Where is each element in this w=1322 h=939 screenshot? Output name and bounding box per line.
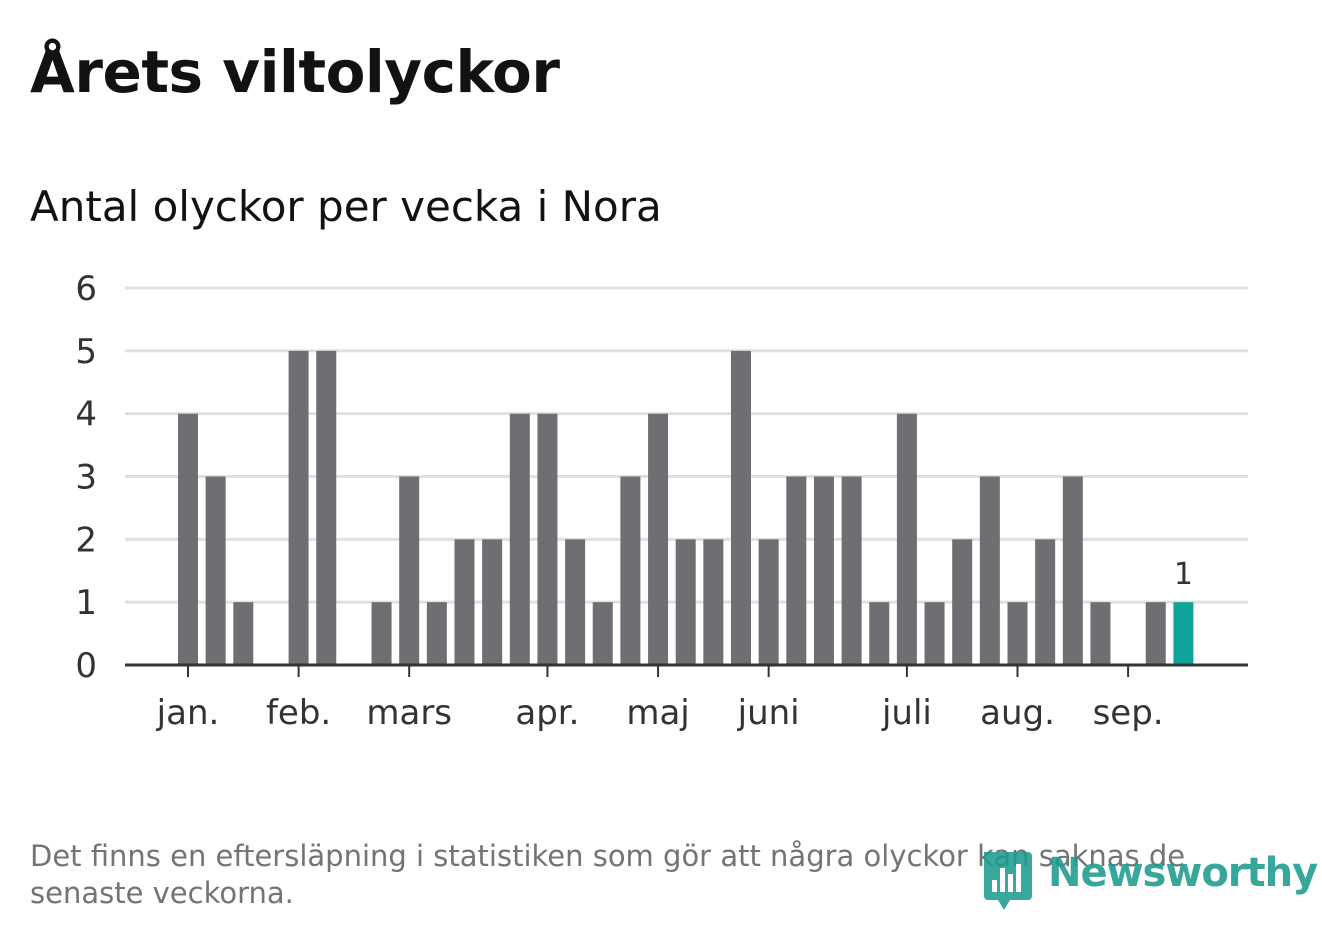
x-tick-label: feb.	[266, 693, 331, 733]
bar	[592, 602, 613, 665]
annotations: 1	[1174, 557, 1193, 592]
bar	[979, 476, 1000, 665]
data-label: 1	[1174, 557, 1193, 592]
bar	[371, 602, 392, 665]
y-tick-label: 3	[75, 458, 97, 498]
bar	[869, 602, 890, 665]
bar	[482, 539, 503, 665]
chart-title: Årets viltolyckor	[30, 38, 560, 106]
x-tick-label: juni	[737, 693, 800, 733]
bar	[703, 539, 724, 665]
bar	[675, 539, 696, 665]
x-tick-label: juli	[881, 693, 932, 733]
bar	[648, 413, 669, 665]
bar	[426, 602, 447, 665]
x-tick-label: jan.	[156, 693, 220, 733]
y-tick-label: 1	[75, 583, 97, 623]
bar	[205, 476, 226, 665]
bar-chart-icon	[984, 852, 1032, 910]
x-axis-labels: jan. feb. mars apr. maj juni juli aug. sep.	[156, 693, 1164, 733]
x-tick-label: aug.	[980, 693, 1055, 733]
y-axis-labels: 0 1 2 3 4 5 6	[75, 269, 97, 686]
bar	[786, 476, 807, 665]
bar	[233, 602, 254, 665]
chart-subtitle: Antal olyckor per vecka i Nora	[30, 182, 662, 231]
y-tick-label: 5	[75, 332, 97, 372]
bar-chart: 0 1 2 3 4 5 6 jan. feb. mars apr. maj juni juli aug. s…	[75, 269, 1248, 733]
x-tick-label: maj	[626, 693, 689, 733]
bar	[952, 539, 973, 665]
bar	[620, 476, 641, 665]
bar	[178, 413, 198, 665]
brand-name: Newsworthy	[1048, 850, 1318, 896]
bar	[896, 413, 917, 665]
x-tick-label: mars	[366, 693, 452, 733]
y-tick-label: 6	[75, 269, 97, 309]
bar	[758, 539, 779, 665]
bar	[565, 539, 586, 665]
y-tick-label: 4	[75, 395, 97, 435]
y-tick-label: 2	[75, 520, 97, 560]
bar	[813, 476, 834, 665]
bar	[288, 350, 309, 665]
x-tick-label: sep.	[1093, 693, 1164, 733]
bar	[509, 413, 530, 665]
bar	[731, 350, 751, 665]
bar	[1090, 602, 1111, 665]
bar	[1035, 539, 1056, 665]
bars	[178, 350, 1194, 665]
bar	[1062, 476, 1083, 665]
bar-highlight	[1173, 602, 1194, 665]
bar	[316, 350, 337, 665]
y-tick-label: 0	[75, 646, 97, 686]
bar	[924, 602, 945, 665]
x-axis	[125, 663, 1248, 677]
x-tick-label: apr.	[515, 693, 579, 733]
bar	[537, 413, 558, 665]
bar	[1145, 602, 1166, 665]
bar	[399, 476, 420, 665]
bar	[841, 476, 862, 665]
bar	[1007, 602, 1028, 665]
newsworthy-logo: Newsworthy	[980, 848, 1318, 914]
bar	[454, 539, 475, 665]
